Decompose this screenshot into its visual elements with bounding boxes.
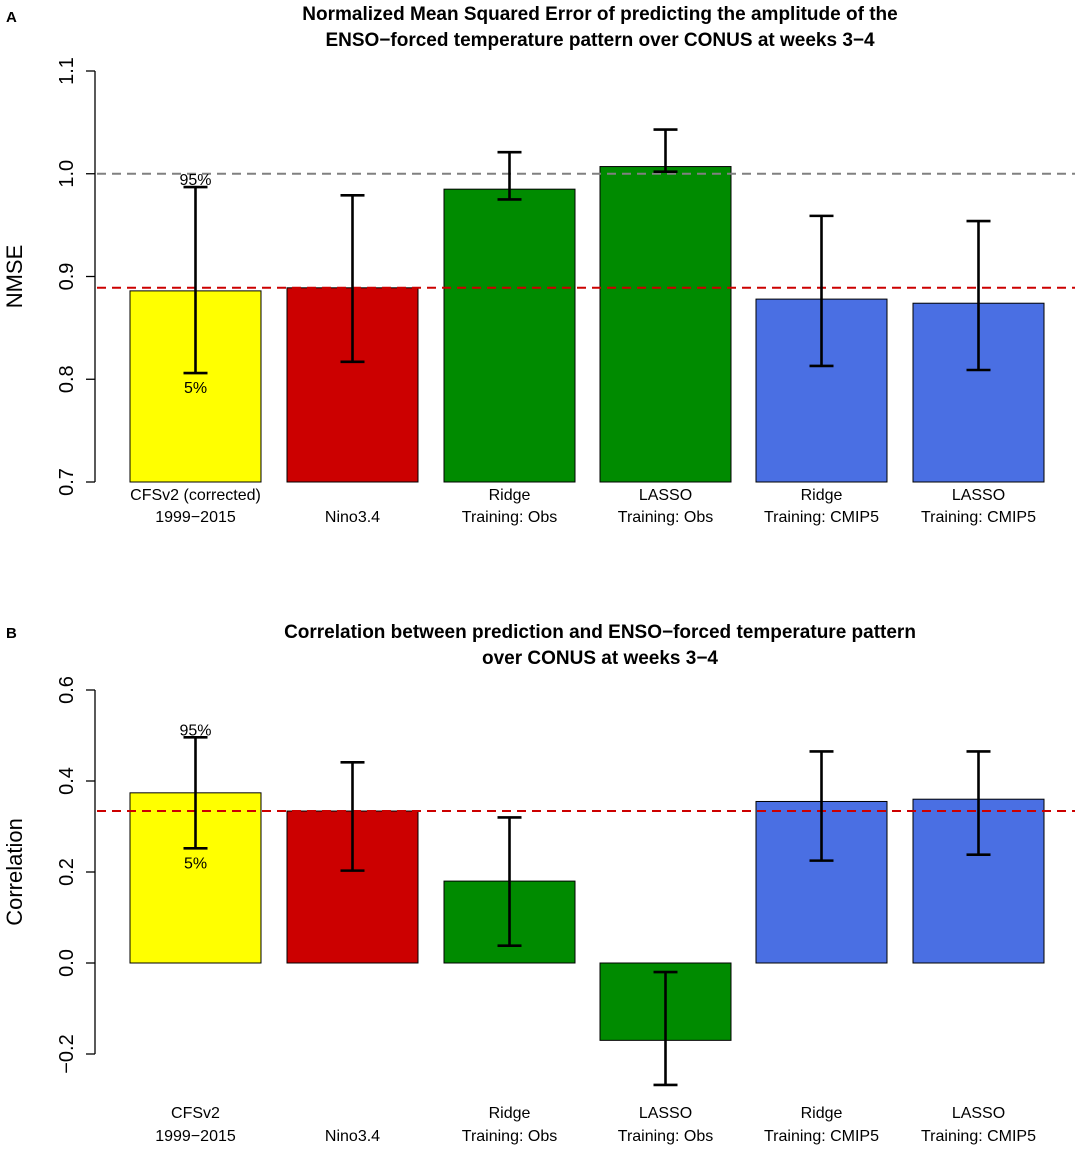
category-label: 1999−2015 xyxy=(155,509,236,526)
category-label: CFSv2 xyxy=(171,1105,220,1122)
category-label: Training: Obs xyxy=(462,509,557,526)
category-label: Training: CMIP5 xyxy=(921,509,1036,526)
chart-panel-a: A Normalized Mean Squared Error of predic… xyxy=(2,4,1075,526)
category-label: Training: CMIP5 xyxy=(764,509,879,526)
annotation-5pct: 5% xyxy=(184,380,207,397)
y-tick-label: 0.2 xyxy=(56,858,78,886)
chart-panel-b: B Correlation between prediction and ENSO… xyxy=(2,622,1075,1145)
y-axis-label: Correlation xyxy=(2,818,27,926)
category-label: LASSO xyxy=(952,1105,1005,1122)
category-label: Ridge xyxy=(801,1105,843,1122)
bar xyxy=(443,188,576,483)
category-label: CFSv2 (corrected) xyxy=(130,487,261,504)
category-label: Ridge xyxy=(801,487,843,504)
y-tick-label: 0.6 xyxy=(56,676,78,704)
category-label: Nino3.4 xyxy=(325,1128,380,1145)
y-tick-label: 1.0 xyxy=(56,160,78,188)
panel-label: A xyxy=(6,9,17,26)
y-tick-label: 0.8 xyxy=(56,365,78,393)
category-label: Training: CMIP5 xyxy=(764,1128,879,1145)
category-label: LASSO xyxy=(639,1105,692,1122)
category-label: 1999−2015 xyxy=(155,1128,236,1145)
y-tick-label: −0.2 xyxy=(56,1034,78,1073)
annotation-95pct: 95% xyxy=(179,172,211,189)
chart-title-line: over CONUS at weeks 3−4 xyxy=(482,648,718,669)
annotation-5pct: 5% xyxy=(184,855,207,872)
category-label: Training: Obs xyxy=(618,509,713,526)
category-label: Training: Obs xyxy=(618,1128,713,1145)
chart-title-line: ENSO−forced temperature pattern over CON… xyxy=(325,30,875,51)
category-label: Ridge xyxy=(489,1105,531,1122)
y-tick-label: 0.0 xyxy=(56,949,78,977)
panel-label: B xyxy=(6,625,17,642)
y-axis-label: NMSE xyxy=(2,245,27,309)
chart-title-line: Normalized Mean Squared Error of predict… xyxy=(302,4,897,25)
y-tick-label: 0.9 xyxy=(56,263,78,291)
annotation-95pct: 95% xyxy=(179,722,211,739)
chart-title-line: Correlation between prediction and ENSO−… xyxy=(284,622,916,643)
y-tick-label: 0.4 xyxy=(56,767,78,795)
category-label: LASSO xyxy=(952,487,1005,504)
y-tick-label: 0.7 xyxy=(56,468,78,496)
category-label: Training: Obs xyxy=(462,1128,557,1145)
category-label: Training: CMIP5 xyxy=(921,1128,1036,1145)
y-tick-label: 1.1 xyxy=(56,57,78,85)
category-label: Ridge xyxy=(489,487,531,504)
category-label: Nino3.4 xyxy=(325,509,380,526)
category-label: LASSO xyxy=(639,487,692,504)
bar xyxy=(599,166,732,483)
